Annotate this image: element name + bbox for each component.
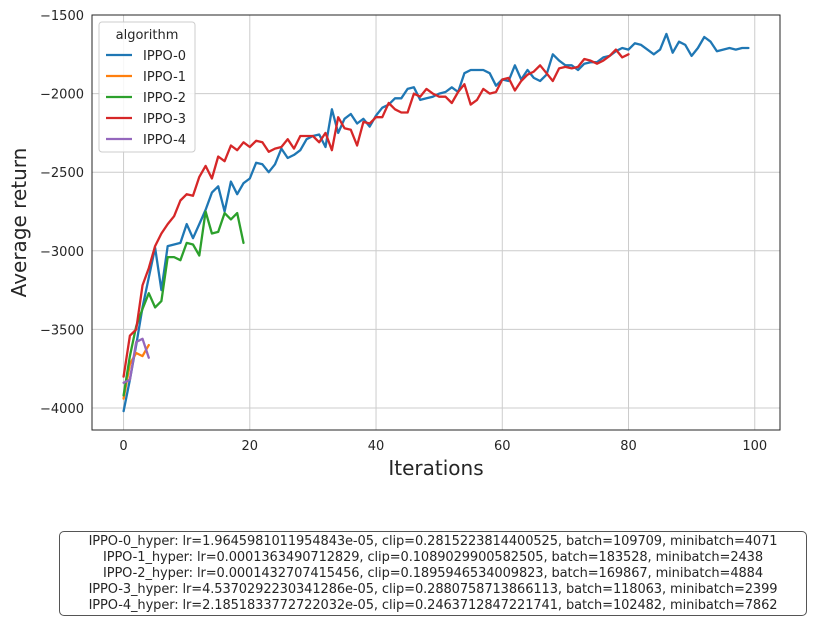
series-line-ippo-2 [122, 210, 245, 397]
y-tick-label: −2500 [40, 166, 84, 181]
x-tick-label: 0 [119, 439, 127, 454]
series-line-ippo-0 [122, 32, 750, 413]
hyper-line-ippo-2: IPPO-2_hyper: lr=0.0001432707415456, cli… [102, 566, 764, 581]
legend-entry: IPPO-0 [143, 49, 186, 64]
y-tick-label: −3500 [40, 323, 84, 338]
y-tick-label: −3000 [40, 245, 84, 260]
chart: 0 20 40 60 80 100 −4000 −3500 −3000 −2500 −2000 −1… [7, 9, 781, 480]
y-axis-label: Average return [7, 148, 31, 298]
hyperparameter-box: IPPO-0_hyper: lr=1.9645981011954843e-05,… [59, 531, 807, 616]
series-line-ippo-3 [122, 48, 630, 378]
x-axis-label: Iterations [388, 456, 483, 480]
legend: algorithm IPPO-0 IPPO-1 IPPO-2 IPPO-3 IPPO-4 [98, 21, 196, 153]
legend-entry: IPPO-4 [143, 133, 186, 148]
x-tick-label: 80 [620, 439, 637, 454]
y-axis: −4000 −3500 −3000 −2500 −2000 −1500 [40, 9, 84, 417]
legend-title: algorithm [116, 28, 179, 43]
x-tick-label: 100 [742, 439, 767, 454]
y-tick-label: −4000 [40, 402, 84, 417]
y-tick-label: −2000 [40, 88, 84, 103]
x-tick-label: 40 [368, 439, 385, 454]
series-line-ippo-4 [122, 337, 150, 384]
series-lines [122, 32, 750, 413]
hyper-line-ippo-3: IPPO-3_hyper: lr=4.5370292230341286e-05,… [88, 582, 778, 597]
legend-entry: IPPO-3 [143, 112, 186, 127]
legend-entry: IPPO-1 [143, 70, 186, 85]
hyper-line-ippo-0: IPPO-0_hyper: lr=1.9645981011954843e-05,… [88, 534, 778, 549]
hyper-line-ippo-4: IPPO-4_hyper: lr=2.1851833772722032e-05,… [88, 598, 778, 613]
legend-entry: IPPO-2 [143, 91, 186, 106]
plot-area [91, 14, 781, 431]
hyper-line-ippo-1: IPPO-1_hyper: lr=0.0001363490712829, cli… [102, 550, 764, 565]
x-axis: 0 20 40 60 80 100 [119, 439, 767, 454]
x-tick-label: 60 [494, 439, 511, 454]
x-tick-label: 20 [242, 439, 259, 454]
y-tick-label: −1500 [40, 9, 84, 24]
